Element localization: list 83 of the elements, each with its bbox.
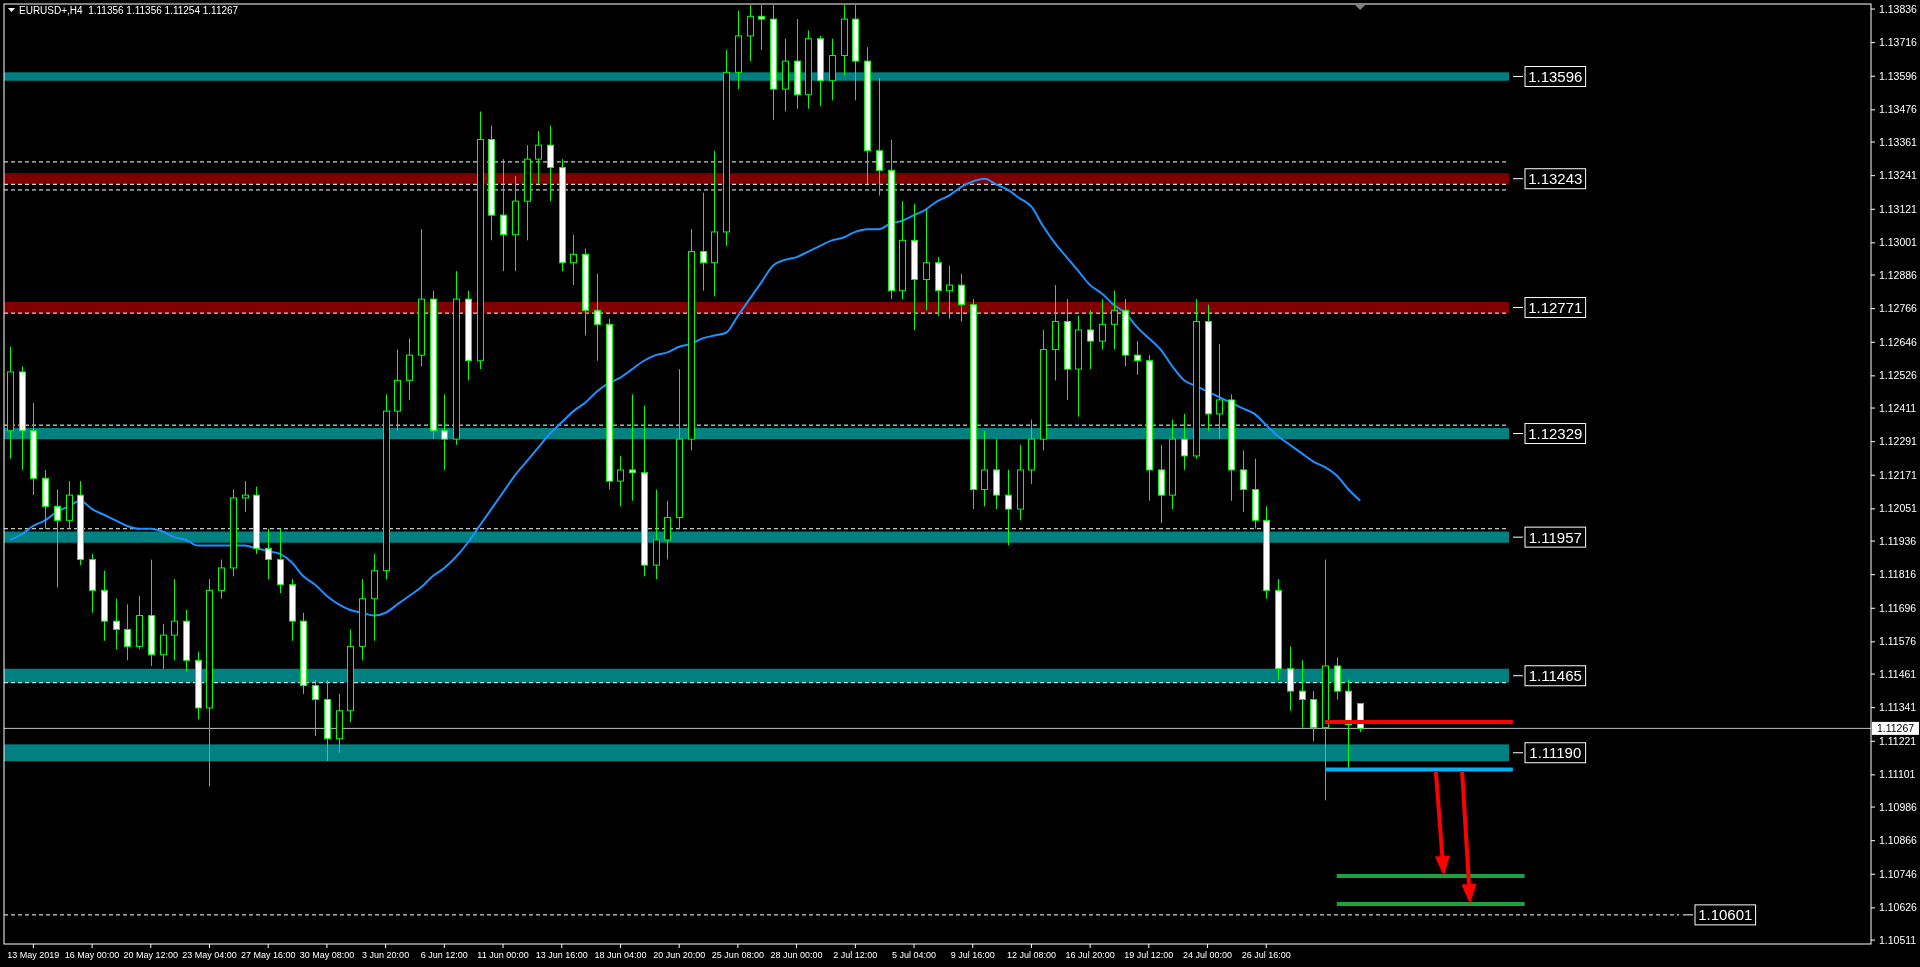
candlestick [124,603,131,661]
candlestick [171,578,178,661]
candlestick [265,528,272,580]
y-tick-label: 1.11696 [1879,601,1917,614]
candlestick [1240,449,1247,513]
y-tick-label: 1.11461 [1879,667,1917,680]
y-tick-label: 1.12051 [1879,502,1918,515]
x-tick-label: 16 May 00:00 [64,950,120,960]
y-tick-label: 1.13361 [1879,135,1918,148]
y-tick-label: 1.13716 [1879,36,1918,49]
band-label: 1.11190 [1529,744,1582,762]
x-tick-label: 5 Jul 04:00 [891,950,937,960]
y-tick-label: 1.11816 [1879,568,1917,581]
band-label: 1.12329 [1528,425,1583,443]
x-tick-label: 18 Jun 04:00 [594,950,647,960]
y-tick-label: 1.12886 [1879,268,1918,281]
y-tick-label: 1.12411 [1879,401,1917,414]
y-tick-label: 1.10866 [1879,834,1918,847]
candlestick [923,209,930,311]
band-label: 1.12771 [1528,299,1583,317]
y-tick-label: 1.13241 [1879,169,1918,182]
candlestick [1216,343,1223,440]
band-label: 1.13243 [1528,170,1583,188]
x-tick-label: 2 Jul 12:00 [833,950,878,960]
candlestick [1134,340,1141,376]
band-label: 1.11957 [1528,528,1582,546]
candlestick [747,4,754,62]
y-tick-label: 1.10511 [1879,933,1917,946]
y-tick-label: 1.13476 [1879,103,1918,116]
y-tick-label: 1.12171 [1879,468,1918,481]
y-tick-label: 1.11101 [1879,768,1916,781]
x-tick-label: 11 Jun 00:00 [477,950,529,960]
y-tick-label: 1.11341 [1879,701,1917,714]
x-tick-label: 28 Jun 00:00 [770,950,823,960]
candlestick [1111,290,1118,351]
x-tick-label: 19 Jul 12:00 [1124,950,1174,960]
y-tick-label: 1.13596 [1879,69,1918,82]
y-tick-label: 1.11936 [1879,534,1917,547]
line-series [8,177,1362,617]
candlestick [946,265,953,320]
candlestick [535,130,542,185]
ref-line-label: 1.11267 [1876,722,1915,735]
x-tick-label: 16 Jul 20:00 [1065,950,1115,960]
x-tick-label: 26 Jul 16:00 [1241,950,1291,960]
y-tick-label: 1.12526 [1879,369,1918,382]
x-tick-label: 3 Jun 20:00 [362,950,410,960]
y-tick-label: 1.10986 [1879,800,1918,813]
y-tick-label: 1.12291 [1879,435,1918,448]
candlestick [617,455,624,507]
y-tick-label: 1.12766 [1879,302,1918,315]
candlestick [1099,298,1106,351]
x-tick-label: 20 Jun 20:00 [653,950,706,960]
x-tick-label: 23 May 04:00 [182,950,237,960]
y-tick-label: 1.11221 [1879,734,1917,747]
band-label: 1.11465 [1528,667,1582,685]
x-tick-label: 20 May 12:00 [123,950,179,960]
x-tick-label: 24 Jul 00:00 [1183,950,1233,960]
x-tick-label: 27 May 16:00 [240,950,296,960]
x-tick-label: 13 Jun 16:00 [535,950,588,960]
candlestick [160,623,167,670]
candlestick [113,598,120,650]
y-tick-label: 1.10626 [1879,901,1918,914]
candlestick [664,500,671,561]
candlestick [242,480,249,513]
ref-line-label: 1.10601 [1698,906,1753,924]
y-tick-label: 1.11576 [1879,635,1917,648]
x-tick-label: 30 May 08:00 [299,950,355,960]
candlestick [570,234,577,286]
candlestick [700,192,707,292]
x-tick-label: 25 Jun 08:00 [711,950,764,960]
chart-title: EURUSD+,H4 1.11356 1.11356 1.11254 1.11267 [19,5,239,16]
y-tick-label: 1.13121 [1879,202,1918,215]
band-label: 1.13596 [1528,68,1583,86]
y-tick-label: 1.10746 [1879,867,1918,880]
x-tick-label: 12 Jul 08:00 [1006,950,1056,960]
x-tick-label: 9 Jul 16:00 [950,950,995,960]
y-tick-label: 1.13001 [1879,236,1918,249]
y-tick-label: 1.12646 [1879,335,1918,348]
x-tick-label: 6 Jun 12:00 [420,950,468,960]
candlestick [981,430,988,507]
candlestick [218,559,225,600]
x-tick-label: 13 May 2019 [7,950,60,960]
y-tick-label: 1.13836 [1879,2,1918,15]
